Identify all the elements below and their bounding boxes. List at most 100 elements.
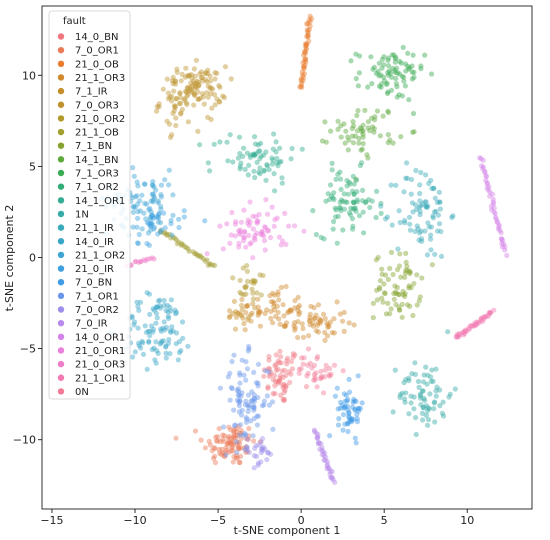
data-point [305,32,311,39]
data-point [328,128,334,134]
data-point [211,92,218,98]
data-point [217,139,223,145]
data-point [305,362,311,368]
data-point [359,160,365,166]
data-point [184,101,190,108]
data-point [249,398,255,404]
data-point [286,369,292,375]
data-point [456,334,462,340]
data-point [153,339,159,345]
data-point [236,228,242,234]
data-point [243,449,249,455]
data-point [158,227,165,233]
data-point [402,220,408,226]
data-point [338,123,344,129]
data-point [147,333,153,339]
data-point [224,139,230,145]
data-point [244,303,250,309]
data-point [166,121,173,127]
legend-label: 14_0_BN [75,32,118,43]
data-point [392,56,398,62]
data-point [333,214,339,220]
data-point [408,400,414,406]
data-point [213,438,220,444]
data-point [227,132,233,138]
data-point [203,70,209,76]
data-point [338,134,344,140]
data-point [144,256,150,262]
data-point [158,328,164,334]
legend: fault 14_0_BN7_0_OR121_0_OB21_1_OR37_1_I… [48,10,131,400]
data-point [304,373,310,379]
data-point [433,388,439,394]
data-point [354,112,360,119]
data-point [429,71,435,77]
data-point [387,70,393,77]
data-point [253,151,259,157]
data-point [165,302,171,308]
data-point [193,57,199,63]
data-point [251,392,257,398]
data-point [435,228,441,234]
data-point [136,340,142,346]
data-point [237,277,243,283]
data-point [269,204,275,210]
data-point [335,406,341,412]
data-point [295,304,301,310]
data-point [283,384,289,390]
data-point [259,232,265,238]
data-point [251,465,257,471]
legend-label: 7_1_OR2 [75,182,119,193]
data-point [323,362,329,369]
data-point [137,198,143,204]
data-point [314,384,320,390]
legend-label: 21_1_OR1 [75,373,125,384]
data-point [149,212,155,218]
data-point [305,370,311,376]
data-point [288,308,294,314]
data-point [315,434,321,440]
data-point [257,171,263,177]
data-point [334,385,340,391]
data-point [225,435,231,441]
data-point [347,417,353,423]
data-point [425,417,432,423]
data-point [169,78,175,84]
data-point [311,372,317,378]
data-point [394,84,400,90]
data-point [402,293,408,299]
legend-label: 7_0_OR2 [75,305,119,316]
data-point [244,263,250,269]
data-point [424,204,430,211]
legend-marker [57,374,65,381]
legend-entries: 14_0_BN7_0_OR121_0_OB21_1_OR37_1_IR7_0_O… [57,32,125,398]
data-point [296,311,302,318]
data-point [358,126,364,132]
data-point [167,134,174,140]
data-point [457,331,463,337]
data-point [433,393,439,399]
x-tick-label: 10 [460,514,474,527]
data-point [202,258,208,264]
data-point [327,182,334,188]
data-point [265,211,271,217]
data-point [236,240,242,247]
data-point [310,208,316,214]
legend-label: 7_0_OR1 [75,46,119,57]
data-point [192,85,198,91]
data-point [161,230,167,236]
data-point [425,372,431,378]
data-point [237,230,243,236]
data-point [420,417,426,423]
data-point [176,239,182,245]
data-point [173,81,179,87]
data-point [147,256,153,262]
data-point [322,119,328,125]
data-point [231,454,237,460]
data-point [191,66,197,72]
data-point [478,318,484,324]
data-point [299,80,305,86]
data-point [351,123,357,129]
data-point [322,374,328,380]
data-point [360,209,366,215]
